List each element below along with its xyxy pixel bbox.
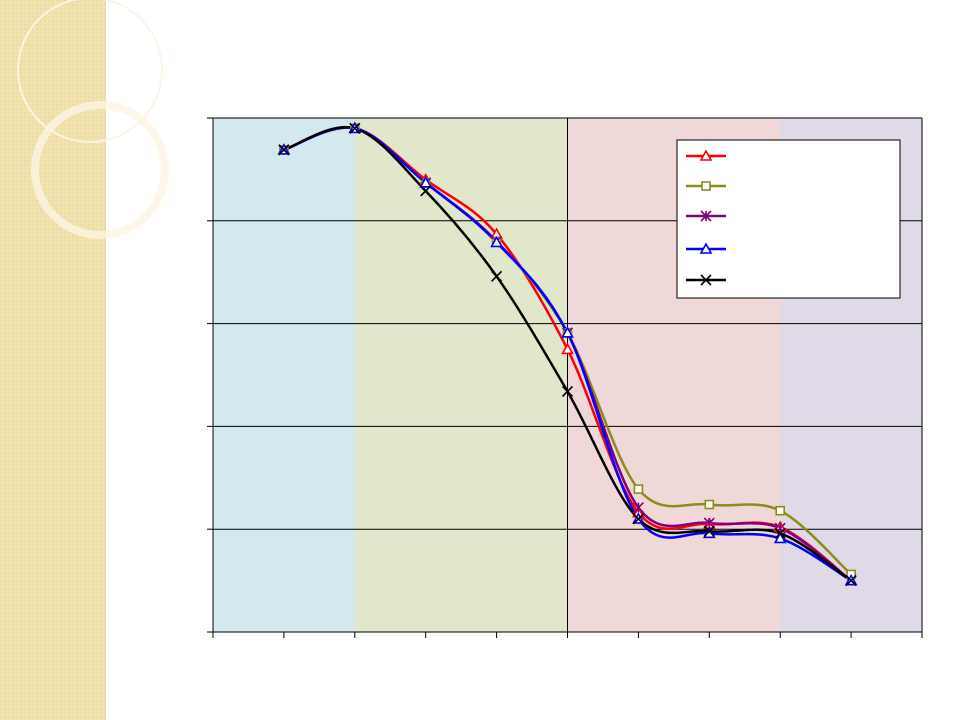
marker <box>632 513 644 525</box>
marker <box>700 274 712 286</box>
marker <box>490 235 503 248</box>
marker <box>633 484 644 494</box>
marker <box>420 185 432 197</box>
marker <box>561 342 574 355</box>
decor-strip <box>0 0 169 720</box>
series-line <box>283 126 852 582</box>
legend <box>676 139 901 299</box>
legend-box <box>676 139 901 299</box>
marker <box>491 270 503 282</box>
marker <box>773 531 787 544</box>
background-band <box>354 118 568 632</box>
marker <box>561 385 574 398</box>
marker <box>774 527 786 539</box>
marker <box>704 499 715 510</box>
marker <box>349 122 361 134</box>
plot-area <box>207 117 923 638</box>
marker <box>775 505 786 516</box>
marker <box>632 502 644 514</box>
marker <box>561 326 574 338</box>
marker <box>699 242 713 254</box>
marker <box>278 144 290 156</box>
marker <box>701 181 711 191</box>
background-band <box>213 118 355 632</box>
marker <box>845 575 857 587</box>
marker <box>699 149 713 161</box>
marker <box>703 517 715 529</box>
marker <box>774 522 786 534</box>
marker <box>703 525 715 537</box>
marker <box>700 210 712 222</box>
marker <box>419 176 433 188</box>
